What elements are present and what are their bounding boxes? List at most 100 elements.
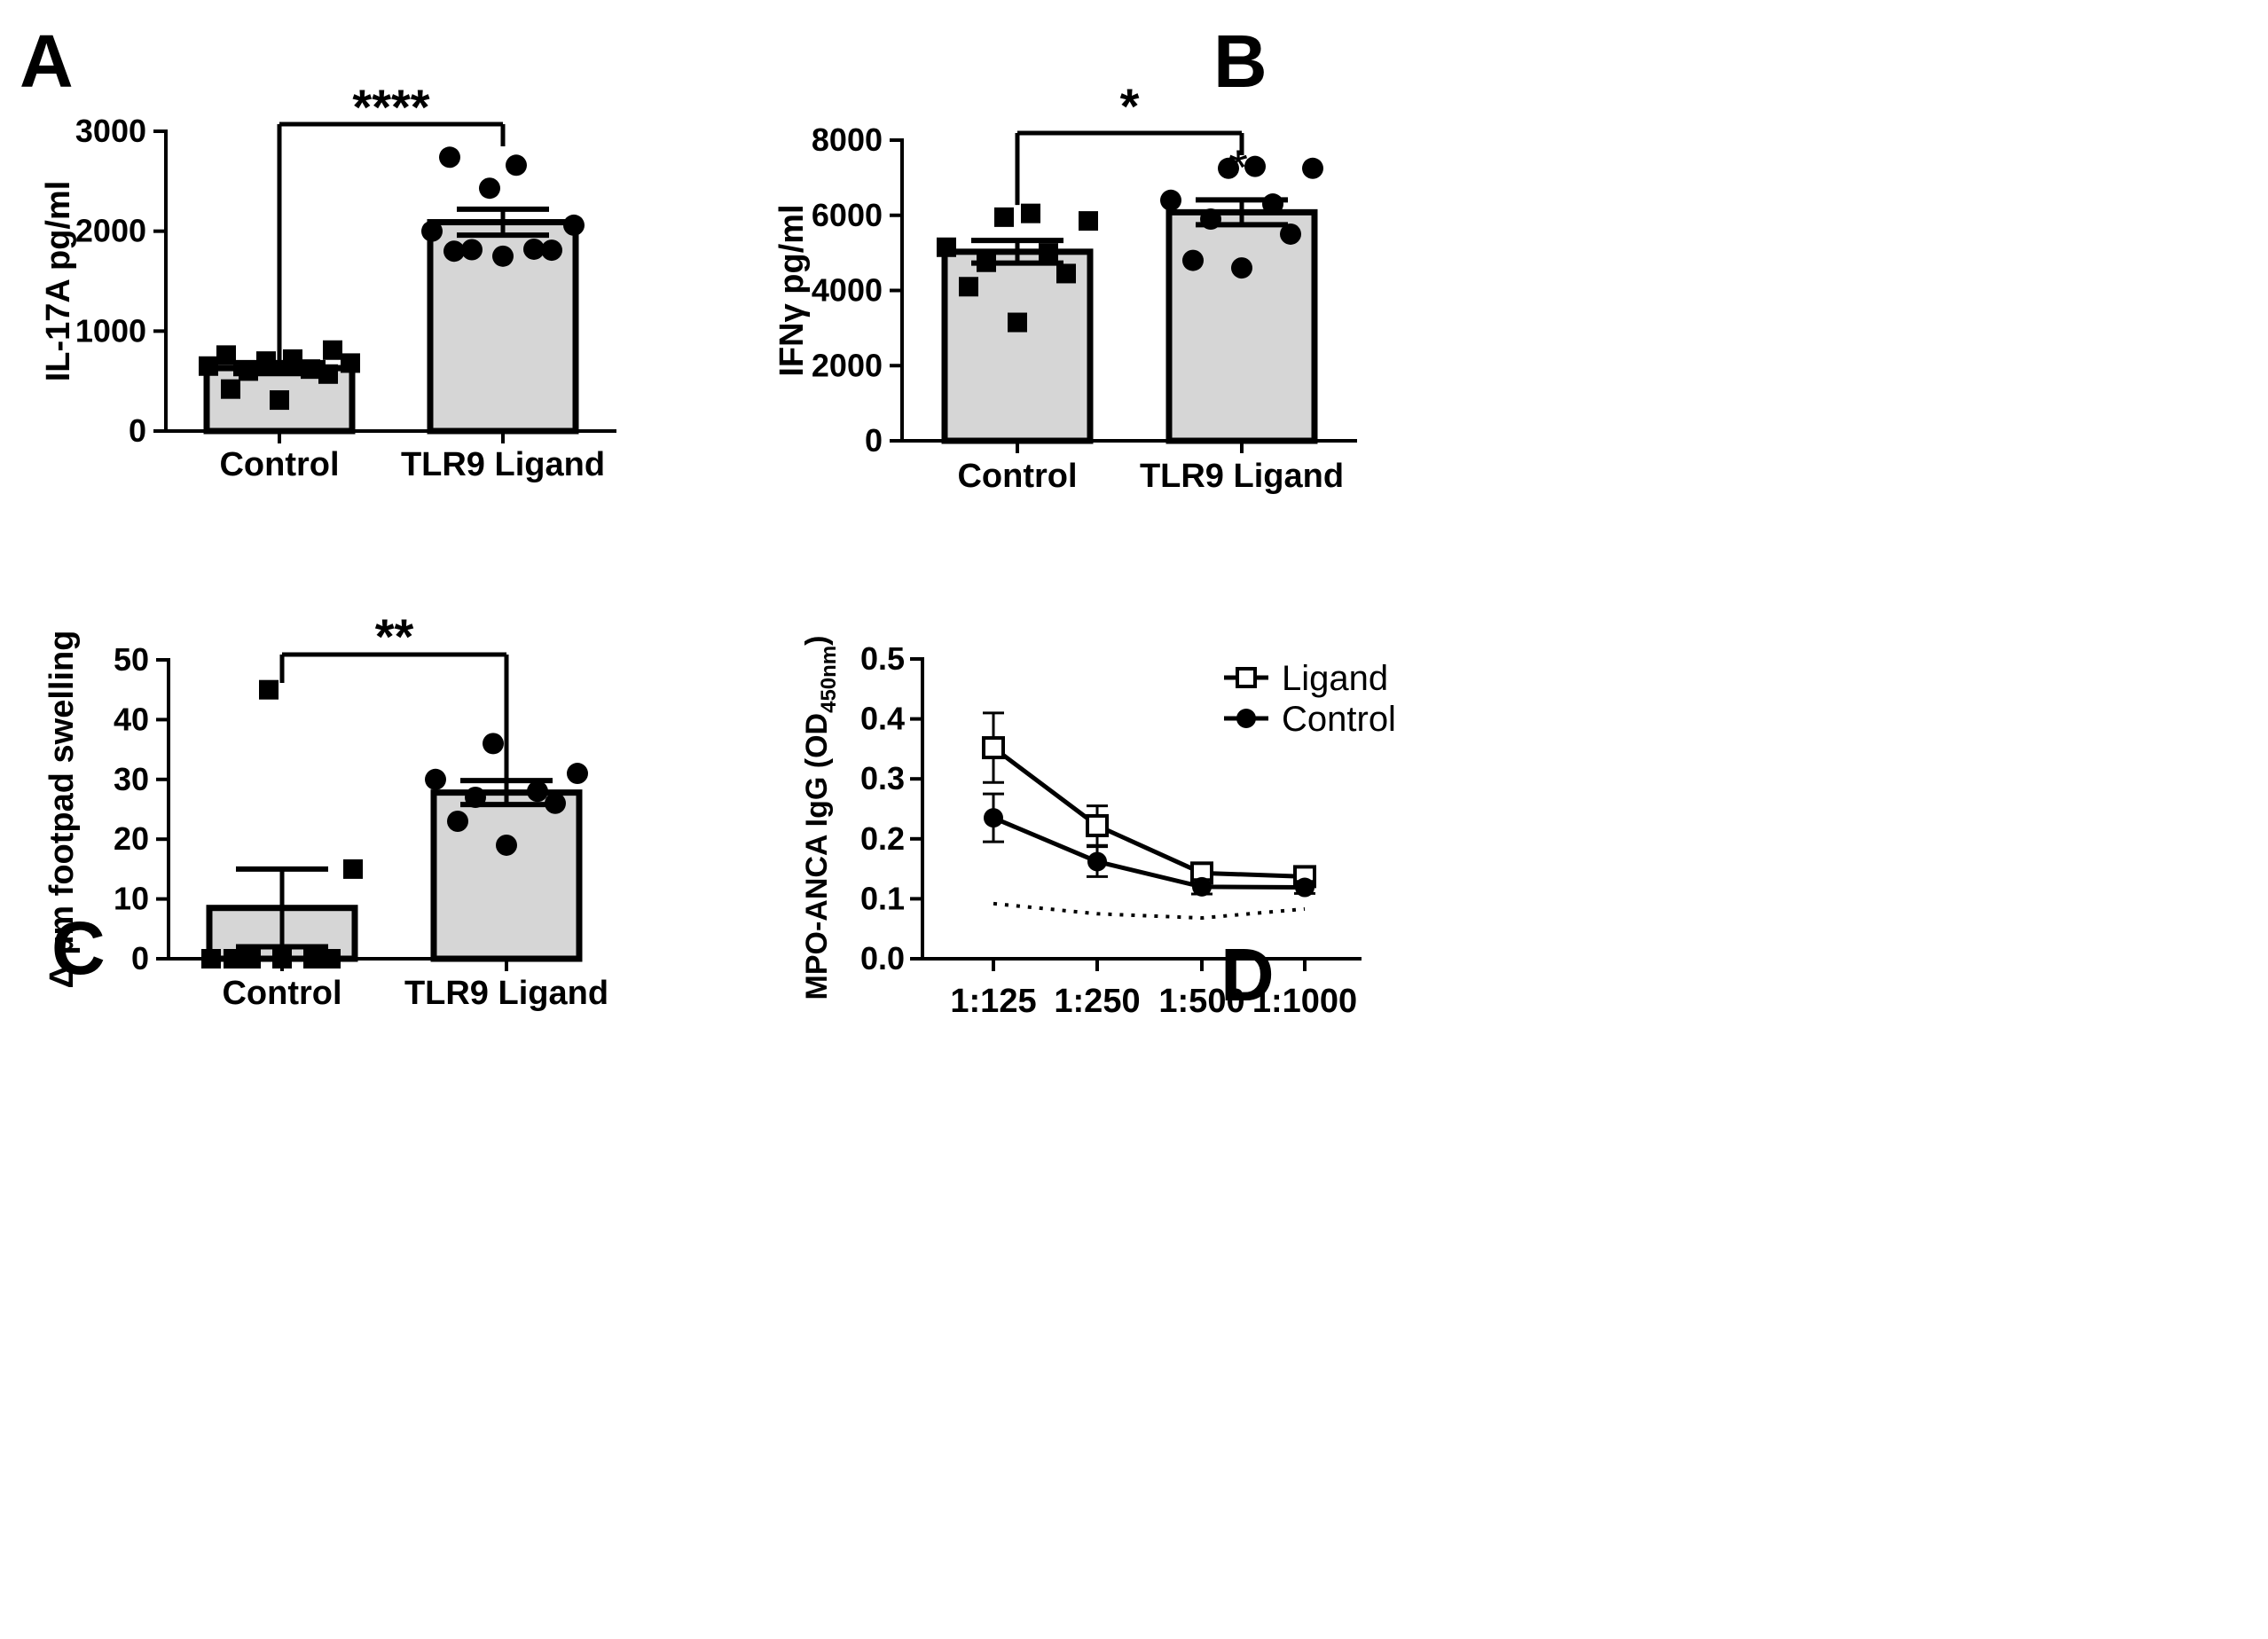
y-axis-title: IL-17A pg/ml <box>40 181 77 382</box>
data-point-circle <box>479 177 500 200</box>
y-tick-label: 0.5 <box>860 640 905 677</box>
data-point-circle <box>545 792 566 814</box>
legend-marker-circle <box>1236 709 1256 728</box>
y-axis-title: IFNγ pg/ml <box>773 204 811 376</box>
data-point-square <box>1008 312 1027 333</box>
data-point-circle <box>465 787 486 809</box>
x-category-label: Control <box>222 975 341 1012</box>
y-axis-title-suffix: ) <box>800 636 834 646</box>
data-point-square <box>321 949 341 968</box>
y-tick-label: 0 <box>129 412 146 449</box>
data-point-square <box>323 340 342 360</box>
series-line-ligand <box>992 746 1306 879</box>
y-tick-label: 0 <box>865 422 883 459</box>
x-category-label: TLR9 Ligand <box>404 975 608 1012</box>
x-category-label: 1:500 <box>1158 983 1244 1020</box>
data-point-square <box>283 349 302 369</box>
data-point-circle <box>1280 223 1301 245</box>
data-point-circle <box>483 733 504 755</box>
panel-d-letter: D <box>1220 933 1275 1016</box>
y-tick-label: 6000 <box>812 197 883 233</box>
x-category-label: TLR9 Ligand <box>1140 458 1344 495</box>
data-point-square <box>270 390 289 411</box>
x-category-label: TLR9 Ligand <box>401 446 605 483</box>
y-axis-title: MPO-ANCA IgG (OD450nm) <box>800 636 841 1000</box>
y-tick-label: 0.1 <box>860 880 905 916</box>
x-category-label: Control <box>957 458 1077 495</box>
data-point-circle <box>1192 876 1212 897</box>
bar-tlr9-ligand <box>430 789 583 962</box>
y-tick-label: 2000 <box>75 213 146 249</box>
panel-a: A 0 1000 2000 3000 Control TLR9 Ligand IL-17A … <box>20 20 616 483</box>
data-point-square <box>301 359 320 380</box>
data-point-circle <box>447 810 468 832</box>
y-tick-label: 50 <box>114 641 149 678</box>
data-point-square <box>259 679 279 700</box>
data-point-circle <box>492 245 514 267</box>
y-tick-label: 30 <box>114 761 149 797</box>
x-category-label: Control <box>219 446 339 483</box>
x-category-label: 1:250 <box>1054 983 1140 1020</box>
y-tick-label: 3000 <box>75 113 146 149</box>
data-point-square <box>241 949 261 968</box>
data-point-square <box>221 379 240 399</box>
data-point-square <box>1039 243 1058 263</box>
y-tick-label: 0.4 <box>860 701 905 737</box>
data-point-square <box>977 252 996 272</box>
data-point-square <box>303 949 323 968</box>
data-point-circle <box>425 768 446 790</box>
data-point-circle <box>1200 208 1221 230</box>
data-point-circle <box>567 763 588 785</box>
data-point-square <box>343 859 363 879</box>
panel-c: C 0 10 20 30 40 50 Control TLR9 Ligand Δ µm foot… <box>43 608 608 1012</box>
data-point-square <box>256 351 276 372</box>
data-point-open-square <box>982 736 1005 760</box>
panel-c-letter: C <box>51 906 106 990</box>
data-point-square <box>1079 211 1098 231</box>
data-point-circle <box>1182 249 1204 271</box>
data-point-square <box>994 207 1014 227</box>
y-axis-title-main: MPO-ANCA IgG (OD <box>800 713 834 1000</box>
data-point-circle <box>496 834 517 856</box>
data-point-circle <box>1160 189 1181 211</box>
data-point-circle <box>1262 193 1283 216</box>
significance-label: **** <box>352 79 429 135</box>
data-point-circle <box>1087 851 1107 872</box>
y-tick-label: 0.2 <box>860 820 905 857</box>
data-point-circle <box>443 240 465 263</box>
data-point-circle <box>439 146 460 169</box>
y-tick-label: 4000 <box>812 272 883 309</box>
data-point-circle <box>984 808 1003 828</box>
data-point-square <box>937 237 956 257</box>
legend-label: Control <box>1282 700 1396 739</box>
panel-b: B 0 2000 4000 6000 8000 Control TLR9 Ligand IFN… <box>773 20 1357 495</box>
data-point-circle <box>541 239 562 262</box>
data-point-square <box>272 949 292 968</box>
data-point-square <box>318 364 338 384</box>
series-line-control <box>993 815 1306 890</box>
y-tick-label: 40 <box>114 701 149 737</box>
data-point-circle <box>523 238 545 260</box>
panel-b-letter: B <box>1213 20 1267 103</box>
significance-label: * <box>1120 78 1140 134</box>
data-point-circle <box>1302 157 1323 179</box>
y-tick-label: 2000 <box>812 347 883 383</box>
y-tick-label: 0.0 <box>860 940 905 976</box>
data-point-circle <box>461 239 483 261</box>
data-point-circle <box>563 214 585 236</box>
y-axis-title-subscript: 450nm <box>817 646 841 713</box>
y-tick-label: 20 <box>114 820 149 857</box>
y-axis-title: Δ µm footpad swelling <box>43 631 81 989</box>
data-point-circle <box>1244 155 1266 177</box>
data-point-square <box>224 949 243 968</box>
y-tick-label: 0.3 <box>860 760 905 796</box>
y-tick-label: 0 <box>131 940 149 976</box>
data-point-circle <box>421 220 443 242</box>
data-point-square <box>1021 203 1040 224</box>
legend-label: Ligand <box>1282 659 1388 698</box>
data-point-square <box>216 345 236 365</box>
baseline-dotted-line <box>993 901 1306 921</box>
legend-marker-open-square <box>1236 667 1257 688</box>
data-point-square <box>959 277 978 297</box>
